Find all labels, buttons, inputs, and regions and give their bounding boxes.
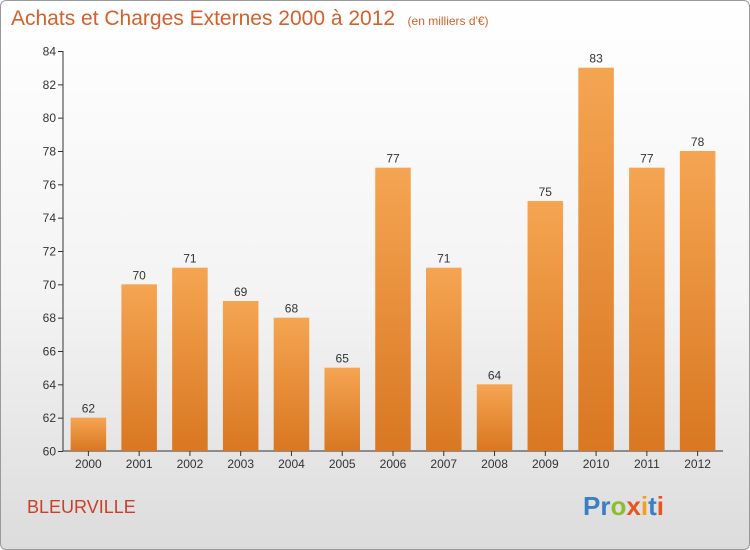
- y-tick-label: 78: [43, 145, 57, 159]
- bar-value-label: 77: [386, 152, 400, 166]
- chart-subtitle: (en milliers d'€): [407, 14, 489, 28]
- bar: [527, 201, 564, 451]
- logo-letter: o: [610, 491, 627, 521]
- y-tick-label: 68: [43, 311, 57, 325]
- bar-value-label: 71: [437, 252, 451, 266]
- bar-value-label: 65: [336, 352, 350, 366]
- x-tick-label: 2005: [329, 457, 356, 471]
- x-tick-label: 2008: [481, 457, 508, 471]
- bar-value-label: 62: [82, 402, 96, 416]
- bar: [679, 151, 716, 451]
- y-tick-label: 82: [43, 78, 57, 92]
- chart-bars: [70, 67, 716, 452]
- y-tick-label: 60: [43, 445, 57, 459]
- title-row: Achats et Charges Externes 2000 à 2012 (…: [11, 7, 489, 31]
- bar-value-label: 68: [285, 302, 299, 316]
- bar: [273, 317, 310, 451]
- logo-letter: t: [648, 491, 657, 521]
- chart-title: Achats et Charges Externes 2000 à 2012: [11, 7, 396, 30]
- x-tick-label: 2000: [75, 457, 102, 471]
- bar: [222, 301, 259, 451]
- bar: [426, 267, 462, 451]
- y-tick-label: 76: [43, 178, 57, 192]
- y-tick-label: 80: [43, 111, 57, 125]
- y-tick-label: 66: [43, 345, 57, 359]
- bar: [476, 384, 513, 451]
- bar-value-label: 78: [691, 135, 705, 149]
- x-tick-label: 2009: [532, 457, 559, 471]
- bar: [121, 284, 157, 451]
- bar-value-label: 71: [183, 252, 197, 266]
- logo-letter: x: [626, 491, 641, 521]
- bar-value-label: 69: [234, 285, 248, 299]
- logo-letter: i: [656, 491, 664, 521]
- bar-value-label: 77: [640, 152, 654, 166]
- y-tick-label: 84: [43, 45, 57, 59]
- x-tick-label: 2004: [278, 457, 305, 471]
- bar: [70, 417, 107, 451]
- logo-letter: r: [600, 491, 611, 521]
- x-tick-label: 2002: [177, 457, 204, 471]
- bar-value-label: 64: [488, 368, 502, 382]
- y-tick-label: 70: [43, 278, 57, 292]
- bar-value-label: 83: [589, 52, 603, 66]
- y-tick-label: 72: [43, 245, 57, 259]
- x-tick-label: 2006: [380, 457, 407, 471]
- x-tick-label: 2012: [684, 457, 711, 471]
- town-name: BLEURVILLE: [27, 497, 136, 517]
- bar: [172, 267, 208, 451]
- bar: [578, 67, 614, 452]
- bar-value-label: 70: [132, 268, 146, 282]
- logo-letter: P: [583, 491, 601, 521]
- chart-labels: 2000 62 2001 70 2002 71 2003 69 2004 68 2005 65 2006…: [75, 52, 711, 471]
- bar-value-label: 75: [539, 185, 553, 199]
- y-tick-label: 62: [43, 411, 57, 425]
- bar: [375, 167, 411, 451]
- x-tick-label: 2010: [583, 457, 610, 471]
- x-tick-label: 2001: [126, 457, 153, 471]
- x-tick-label: 2011: [634, 457, 660, 471]
- bar: [629, 167, 665, 451]
- y-tick-label: 74: [43, 211, 57, 225]
- bar: [324, 367, 360, 451]
- logo-letter: i: [640, 491, 649, 521]
- proxiti-logo[interactable]: Proxiti: [583, 491, 664, 522]
- x-tick-label: 2007: [430, 457, 457, 471]
- x-tick-label: 2003: [227, 457, 254, 471]
- y-tick-label: 64: [43, 378, 57, 392]
